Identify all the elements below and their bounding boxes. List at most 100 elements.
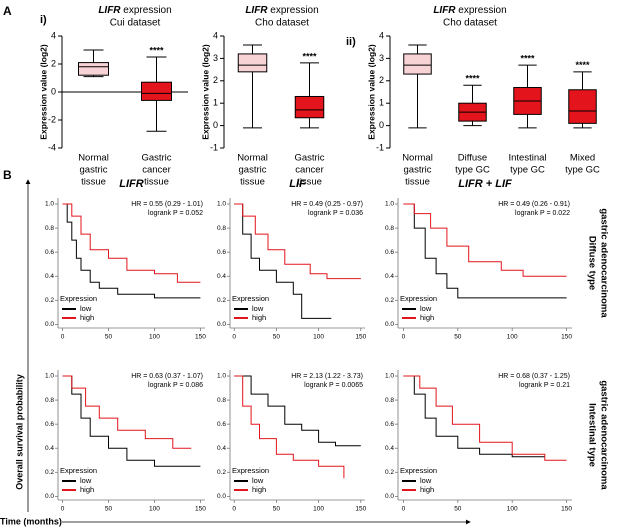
legend-title: Expression (400, 294, 437, 303)
y-tick-label: -2 (48, 114, 56, 124)
y-tick-label: 1.0 (45, 201, 54, 208)
x-tick-label: 50 (454, 334, 462, 341)
legend-title: Expression (400, 466, 437, 475)
y-tick-label: 0 (379, 120, 384, 130)
y-tick-label: 0.4 (385, 273, 394, 280)
logrank-annotation: logrank P = 0.052 (148, 210, 203, 217)
hr-annotation: HR = 0.49 (0.26 - 0.91) (498, 201, 570, 208)
panel-sublabel: i) (40, 14, 47, 26)
chart-subtitle: Cho dataset (255, 18, 309, 29)
legend-label: low (252, 476, 264, 485)
y-tick-label: 0.6 (45, 421, 54, 428)
y-tick-label: 0.2 (45, 297, 54, 304)
y-tick-label: -1 (376, 142, 384, 152)
y-tick-label: 2 (51, 58, 56, 68)
x-tick-label: 150 (561, 334, 572, 341)
legend-label: high (252, 485, 266, 494)
significance: **** (302, 51, 317, 61)
chart-title: LIFR expression (245, 5, 318, 16)
x-tick-label: Normal (78, 153, 109, 164)
panel-label: B (3, 168, 12, 182)
legend-title: Expression (60, 294, 97, 303)
x-tick-label: 150 (195, 334, 206, 341)
x-tick-label: tissue (405, 177, 430, 188)
y-tick-label: 0.2 (217, 469, 226, 476)
y-tick-label: 0.8 (217, 225, 226, 232)
significance: **** (575, 60, 590, 70)
y-tick-label: 0.6 (217, 249, 226, 256)
chart-title: LIFR expression (98, 5, 171, 16)
x-tick-label: 150 (355, 334, 366, 341)
x-tick-label: 100 (313, 334, 324, 341)
y-tick-label: 1.0 (45, 373, 54, 380)
box (403, 53, 432, 75)
y-tick-label: 0.0 (217, 321, 226, 328)
y-tick-label: 1.0 (385, 373, 394, 380)
legend-label: low (80, 476, 92, 485)
hr-annotation: HR = 2.13 (1.22 - 3.73) (291, 373, 363, 380)
y-tick-label: 0.4 (217, 273, 226, 280)
legend-label: high (420, 313, 434, 322)
y-tick-label: 0.4 (45, 445, 54, 452)
y-tick-label: 0.6 (45, 249, 54, 256)
y-tick-label: 0.8 (45, 397, 54, 404)
y-tick-label: 0.6 (385, 421, 394, 428)
x-tick-label: tissue (297, 177, 322, 188)
row-label: gastric adenocarcinoma (598, 208, 609, 318)
y-tick-label: 0.2 (45, 469, 54, 476)
x-tick-label: 50 (454, 506, 462, 513)
x-tick-label: 50 (105, 506, 113, 513)
y-tick-label: -1 (210, 142, 218, 152)
y-tick-label: 2 (213, 75, 218, 85)
x-tick-label: 150 (561, 506, 572, 513)
y-tick-label: 0.0 (217, 493, 226, 500)
y-tick-label: 0.8 (217, 397, 226, 404)
y-tick-label: 0.0 (385, 321, 394, 328)
x-tick-label: 0 (402, 334, 406, 341)
legend-title: Expression (60, 466, 97, 475)
y-tick-label: 1 (379, 98, 384, 108)
y-tick-label: 0.0 (45, 321, 54, 328)
x-tick-label: 150 (355, 506, 366, 513)
chart-title: LIFR expression (433, 5, 506, 16)
x-tick-label: tissue (240, 177, 265, 188)
column-title: LIFR (119, 178, 143, 190)
legend-title: Expression (232, 294, 269, 303)
y-tick-label: 0.4 (385, 445, 394, 452)
chart-subtitle: Cho dataset (443, 18, 497, 29)
survival-curve (403, 203, 567, 277)
y-tick-label: 1.0 (217, 201, 226, 208)
x-tick-label: Mixed (570, 153, 595, 164)
x-tick-label: Diffuse (458, 153, 487, 164)
box (294, 95, 325, 119)
legend-label: low (420, 476, 432, 485)
x-tick-label: Gastric (141, 153, 171, 164)
significance: **** (520, 53, 535, 63)
x-tick-label: 100 (313, 506, 324, 513)
y-axis-label: Expression value (log2) (200, 44, 210, 140)
legend-label: high (80, 313, 94, 322)
row-label: gastric adenocarcinoma (598, 380, 609, 490)
survival-curve (403, 203, 567, 299)
row-label: Intestinal type (586, 403, 597, 467)
y-tick-label: 2 (379, 75, 384, 85)
survival-curve (403, 375, 545, 458)
box (78, 62, 109, 76)
column-title: LIFR + LIF (458, 178, 512, 190)
x-tick-label: gastric (80, 165, 108, 176)
y-axis-label: Overall survival probability (14, 374, 24, 490)
y-tick-label: 0.4 (45, 273, 54, 280)
y-tick-label: 3 (213, 53, 218, 63)
logrank-annotation: logrank P = 0.086 (148, 382, 203, 389)
y-tick-label: 0 (213, 120, 218, 130)
x-tick-label: cancer (142, 165, 171, 176)
survival-curve (62, 375, 192, 449)
y-axis-label: Expression value (log2) (366, 44, 376, 140)
significance: **** (465, 74, 480, 84)
x-tick-label: type GC (565, 165, 600, 176)
survival-curve (234, 375, 345, 479)
x-tick-label: tissue (144, 177, 169, 188)
y-tick-label: 1.0 (217, 373, 226, 380)
survival-curve (234, 203, 361, 280)
